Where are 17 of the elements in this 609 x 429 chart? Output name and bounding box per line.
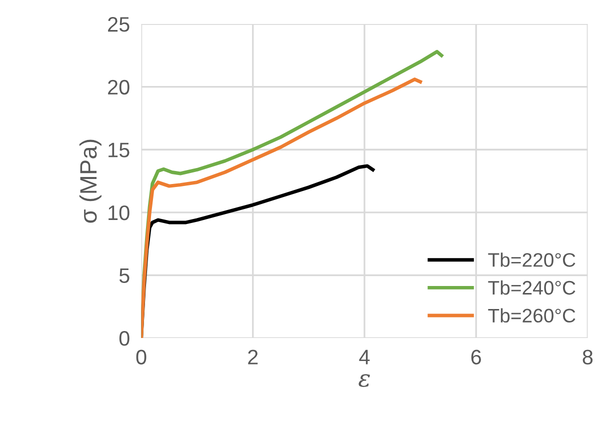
y-tick-label: 20: [108, 80, 130, 95]
x-tick-label: 2: [248, 350, 258, 364]
y-tick-label: 0: [119, 331, 130, 346]
x-tick-label: 4: [359, 350, 370, 364]
y-tick-label: 15: [108, 142, 130, 158]
x-tick-label: 8: [582, 350, 593, 364]
y-tick-label: 5: [119, 268, 130, 283]
legend-label: Tb=240°C: [488, 280, 576, 295]
y-tick-label: 10: [108, 205, 130, 220]
legend-label: Tb=220°C: [488, 252, 576, 267]
x-axis-title: ε: [358, 374, 370, 387]
x-tick-label: 0: [136, 350, 146, 364]
x-tick-label: 6: [471, 350, 481, 364]
line-series: [141, 78, 422, 338]
y-axis-title: σ (MPa): [79, 140, 102, 223]
y-tick-label: 25: [108, 17, 130, 32]
legend-label: Tb=260°C: [488, 308, 576, 323]
